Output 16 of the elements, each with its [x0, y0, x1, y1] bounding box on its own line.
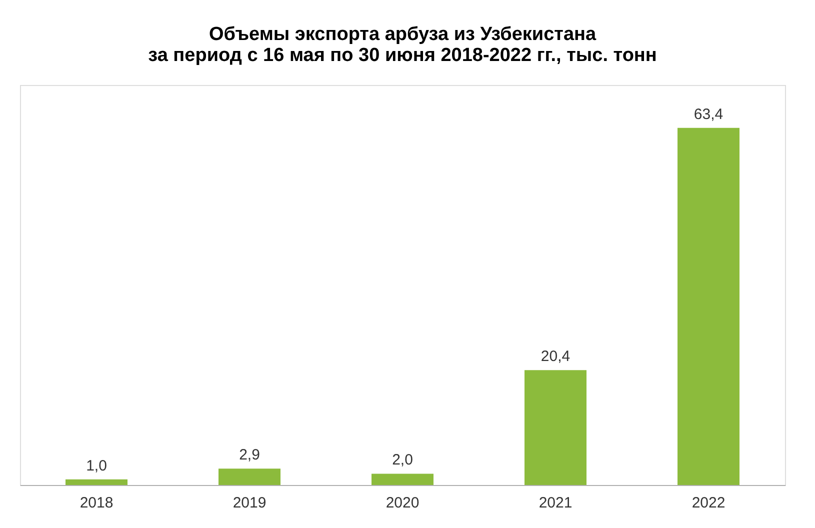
x-tick-label: 2021 [538, 494, 572, 512]
data-label: 1,0 [86, 457, 107, 474]
bar [372, 474, 434, 485]
x-tick-label: 2022 [692, 494, 726, 512]
data-label: 2,0 [392, 452, 413, 469]
data-label: 20,4 [540, 348, 570, 366]
data-label: 63,4 [694, 106, 724, 123]
bar [524, 370, 586, 485]
data-label: 2,9 [239, 446, 260, 464]
bar [678, 128, 740, 485]
x-tick-label: 2020 [386, 494, 420, 512]
bar [218, 468, 280, 485]
chart-title: Объемы экспорта арбуза из Узбекистана за период с 16 мая по 30 июня 2018-2022 гг., тыс. тонн [148, 24, 657, 66]
bar [66, 479, 128, 485]
x-tick-label: 2018 [80, 494, 114, 512]
x-tick-label: 2019 [232, 494, 266, 512]
